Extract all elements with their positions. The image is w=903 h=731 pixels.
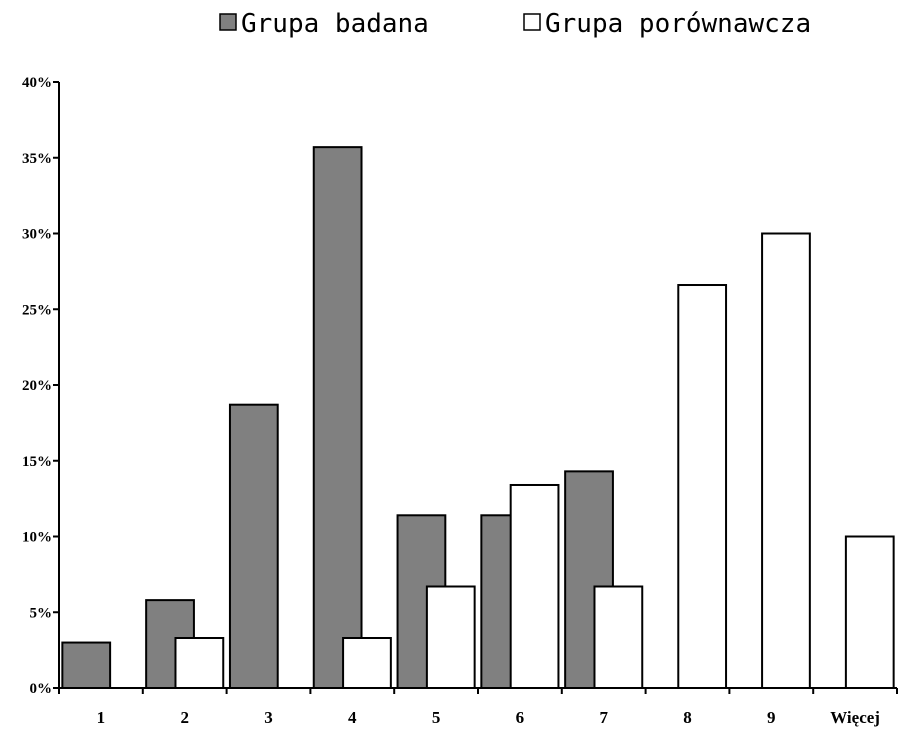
x-tick-label: 5 [432, 708, 441, 727]
legend-label-grupa-porownawcza: Grupa porównawcza [545, 9, 811, 39]
y-tick-label: 0% [30, 681, 53, 697]
y-tick-label: 40% [22, 75, 52, 91]
bar-series-2-cat-8 [677, 284, 728, 689]
bar-series-2-cat-2 [174, 637, 225, 690]
x-tick-label: 2 [180, 708, 189, 727]
bar-series-1-cat-4 [312, 146, 363, 689]
y-tick-label: 35% [22, 151, 52, 167]
bar-series-1-cat-3 [228, 403, 279, 689]
bar-series-2-cat-9 [761, 232, 811, 689]
x-tick-label: 9 [767, 708, 776, 727]
x-tick-label: 3 [264, 708, 273, 727]
x-tick-label: 1 [97, 708, 106, 727]
y-tick-label: 10% [22, 530, 52, 546]
y-tick-label: 30% [22, 227, 52, 243]
y-tick-label: 5% [30, 605, 53, 621]
bar-series-2-cat-10 [844, 535, 895, 689]
legend-label-grupa-badana: Grupa badana [241, 9, 429, 39]
bar-series-2-cat-5 [425, 585, 476, 689]
x-axis: 1 2 3 4 5 6 7 8 9 Więcej [58, 687, 898, 727]
legend-swatch-grupa-porownawcza [523, 13, 541, 31]
x-tick-label: 4 [348, 708, 357, 727]
legend-swatch-grupa-badana [219, 13, 237, 31]
bars [61, 146, 895, 690]
y-tick-label: 20% [22, 378, 52, 394]
bar-series-1-cat-1 [61, 641, 112, 689]
y-tick-label: 15% [22, 454, 52, 470]
bar-series-2-cat-7 [593, 585, 644, 689]
x-tick-label: 8 [683, 708, 692, 727]
x-tick-label: Więcej [830, 708, 880, 727]
y-tick-label: 25% [22, 302, 52, 318]
legend: Grupa badana Grupa porównawcza [219, 9, 811, 39]
bar-series-2-cat-6 [509, 483, 560, 689]
y-axis: 0% 5% 10% 15% 20% 25% 30% 35% 40% [22, 75, 60, 697]
x-tick-label: 7 [599, 708, 608, 727]
bar-series-2-cat-4 [342, 637, 392, 690]
x-tick-label: 6 [516, 708, 525, 727]
